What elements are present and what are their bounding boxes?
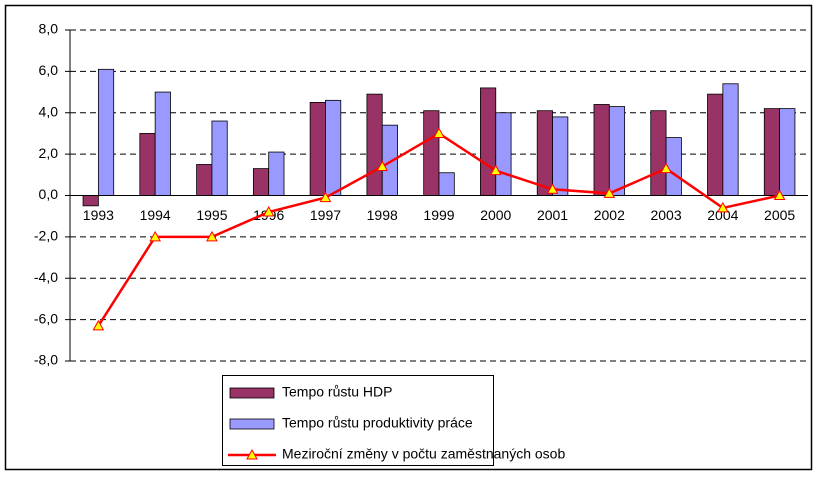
line-marker <box>262 206 275 217</box>
legend-swatch <box>229 418 275 430</box>
line-marker <box>433 127 445 138</box>
line-marker <box>206 230 218 242</box>
bar <box>763 108 781 196</box>
x-tick-label: 1995 <box>196 207 227 223</box>
line-marker <box>319 191 332 203</box>
line-marker <box>603 187 616 198</box>
bar <box>707 93 724 196</box>
x-tick-label: 1999 <box>423 207 454 223</box>
bar <box>423 110 440 196</box>
x-tick-label: 1993 <box>83 207 114 223</box>
bar <box>608 106 626 196</box>
line-marker <box>773 189 786 200</box>
bar <box>82 195 99 207</box>
legend-marker <box>246 448 258 460</box>
x-tick-label: 2003 <box>650 207 681 223</box>
x-tick-label: 2000 <box>480 207 511 223</box>
legend-label: Tempo růstu produktivity práce <box>282 415 473 431</box>
bar <box>779 108 796 196</box>
bar <box>536 110 553 196</box>
x-tick-label: 1997 <box>310 207 341 223</box>
x-tick-label: 2002 <box>594 207 625 223</box>
bar <box>309 102 326 196</box>
bar <box>154 91 171 196</box>
y-tick-label: -8,0 <box>34 352 58 368</box>
line-marker <box>660 162 672 174</box>
bar <box>665 137 682 196</box>
y-tick-label: 8,0 <box>39 21 59 37</box>
bar <box>495 112 512 196</box>
legend-label: Tempo růstu HDP <box>282 384 392 400</box>
bar <box>211 120 228 196</box>
y-tick-label: 2,0 <box>39 145 59 161</box>
line-marker <box>149 230 162 242</box>
line-marker <box>489 164 502 176</box>
bar <box>593 104 610 196</box>
bar <box>438 172 455 196</box>
y-tick-label: 0,0 <box>39 186 59 202</box>
bar <box>97 68 115 196</box>
x-tick-label: 1998 <box>367 207 398 223</box>
x-tick-label: 2004 <box>707 207 738 223</box>
x-tick-label: 1994 <box>140 207 171 223</box>
y-tick-label: -4,0 <box>34 269 58 285</box>
bar <box>552 116 569 196</box>
y-tick-label: -6,0 <box>34 310 58 326</box>
line-marker <box>92 319 105 331</box>
bar <box>722 83 739 196</box>
y-tick-label: -2,0 <box>34 228 58 244</box>
line-marker <box>376 160 389 172</box>
bar <box>139 133 156 196</box>
bar <box>480 87 497 196</box>
legend-label: Meziroční změny v počtu zaměstnaných oso… <box>282 446 565 462</box>
bar <box>252 168 270 196</box>
bar <box>325 99 342 196</box>
legend-swatch <box>229 387 275 399</box>
bar <box>268 151 285 196</box>
x-tick-label: 2005 <box>764 207 795 223</box>
y-tick-label: 6,0 <box>39 62 59 78</box>
line-marker <box>546 183 559 194</box>
y-tick-label: 4,0 <box>39 103 59 119</box>
line-marker <box>716 201 729 213</box>
bar <box>650 110 667 196</box>
x-tick-label: 2001 <box>537 207 568 223</box>
bar <box>366 93 383 196</box>
bar <box>196 164 213 196</box>
